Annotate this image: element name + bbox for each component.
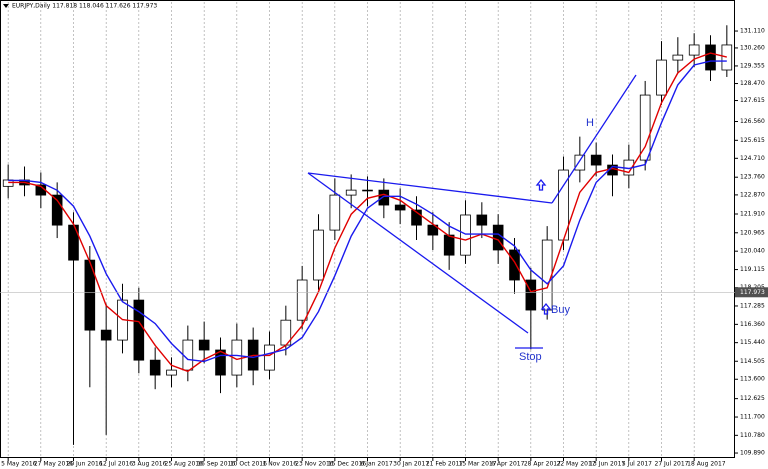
x-tick-label: 13 Jun 2017: [589, 461, 625, 468]
y-tick-label: 129.355: [740, 62, 765, 69]
y-tick-label: 128.470: [740, 80, 765, 87]
candle-body: [590, 154, 602, 166]
candle-body: [182, 339, 194, 371]
y-tick-label: 125.615: [740, 137, 765, 144]
x-tick-label: 28 Apr 2017: [524, 461, 561, 468]
candle-body: [721, 44, 733, 71]
candle-body: [427, 224, 439, 236]
y-tick-label: 115.440: [740, 339, 765, 346]
y-tick-label: 117.285: [740, 302, 765, 309]
candle-body: [133, 299, 145, 361]
x-tick-label: 21 Feb 2017: [426, 461, 464, 468]
candle-body: [639, 94, 651, 161]
candle-body: [509, 249, 520, 281]
candle-body: [296, 279, 308, 321]
annotation-h: H: [586, 117, 594, 129]
candle-body: [411, 209, 422, 226]
x-tick-label: 25 Aug 2016: [165, 461, 204, 468]
candle-body: [84, 259, 96, 331]
candle-body: [656, 59, 667, 96]
annotation-stop: Stop: [519, 351, 542, 363]
candle-body: [313, 229, 324, 281]
y-tick-label: 121.910: [740, 210, 765, 217]
candle-body: [492, 224, 504, 251]
candle-body: [574, 154, 586, 171]
candle-body: [394, 204, 406, 211]
y-tick-label: 119.115: [740, 266, 765, 273]
candle-body: [2, 179, 14, 187]
plot-frame: [0, 0, 735, 458]
y-tick-label: 113.600: [740, 376, 765, 383]
x-tick-label: 18 Aug 2017: [687, 461, 726, 468]
candle-body: [166, 369, 177, 376]
candle-body: [362, 189, 373, 192]
x-tick-label: 23 Nov 2016: [295, 461, 334, 468]
x-tick-label: 30 Jan 2017: [393, 461, 429, 468]
x-tick-label: 15 Mar 2017: [459, 461, 497, 468]
y-tick-label: 123.760: [740, 174, 765, 181]
x-tick-label: 22 May 2017: [557, 461, 596, 468]
drawings: [307, 74, 637, 349]
trend-line: [551, 74, 637, 204]
x-tick-label: 27 Jul 2017: [655, 461, 689, 468]
candle-body: [51, 194, 63, 226]
y-tick-label: 120.965: [740, 229, 765, 236]
x-tick-label: 27 May 2016: [34, 461, 73, 468]
candle-body: [198, 339, 210, 351]
candle-body: [443, 234, 455, 256]
y-tick-label: 127.615: [740, 97, 765, 104]
moving-average: [8, 52, 727, 373]
x-tick-label: 16 Sep 2016: [197, 461, 235, 468]
candle-body: [476, 214, 488, 226]
moving-average: [8, 60, 727, 363]
y-tick-label: 130.260: [740, 44, 765, 51]
y-tick-label: 122.870: [740, 191, 765, 198]
x-tick-label: 5 May 2016: [1, 461, 36, 468]
y-tick-label: 116.360: [740, 321, 765, 328]
y-tick-label: 131.110: [740, 28, 765, 35]
current-price-label: 117.973: [740, 289, 765, 296]
y-tick-label: 111.700: [740, 414, 765, 421]
candle-body: [215, 349, 226, 376]
candle-body: [688, 44, 700, 56]
y-tick-label: 112.625: [740, 395, 765, 402]
y-tick-label: 120.040: [740, 248, 765, 255]
candle-body: [705, 44, 716, 71]
candle-body: [541, 239, 553, 311]
x-tick-label: 6 Jan 2017: [361, 461, 393, 468]
x-tick-label: 1 Nov 2016: [263, 461, 298, 468]
y-tick-label: 124.710: [740, 155, 765, 162]
y-tick-label: 126.560: [740, 118, 765, 125]
current-price-tag: [735, 287, 768, 298]
x-tick-label: 20 Jun 2016: [67, 461, 103, 468]
x-tick-label: 6 Apr 2017: [491, 461, 524, 468]
y-tick-label: 109.890: [740, 450, 765, 457]
menu-triangle: [3, 4, 9, 8]
x-tick-label: 3 Aug 2016: [132, 461, 167, 468]
candle-body: [378, 189, 390, 206]
trend-line: [307, 172, 553, 204]
candle-body: [149, 359, 161, 376]
arrow-up: [535, 178, 547, 191]
candle-body: [345, 189, 357, 196]
trend-line: [307, 172, 529, 334]
annotation-buy: Buy: [551, 304, 570, 316]
chart-title: EURJPY,Daily 117.818 118.046 117.626 117…: [12, 3, 157, 10]
y-tick-label: 110.780: [740, 432, 765, 439]
candle-body: [329, 194, 341, 231]
arrow-up: [540, 302, 552, 315]
candle-body: [264, 344, 275, 371]
candle-body: [525, 279, 537, 311]
x-tick-label: 10 Oct 2016: [230, 461, 267, 468]
x-tick-label: 15 Dec 2016: [328, 461, 367, 468]
candle-body: [672, 54, 684, 61]
candle-body: [460, 214, 471, 256]
x-tick-label: 5 Jul 2017: [622, 461, 652, 468]
y-tick-label: 114.505: [740, 358, 765, 365]
candle-body: [100, 329, 112, 341]
x-tick-label: 12 Jul 2016: [99, 461, 133, 468]
